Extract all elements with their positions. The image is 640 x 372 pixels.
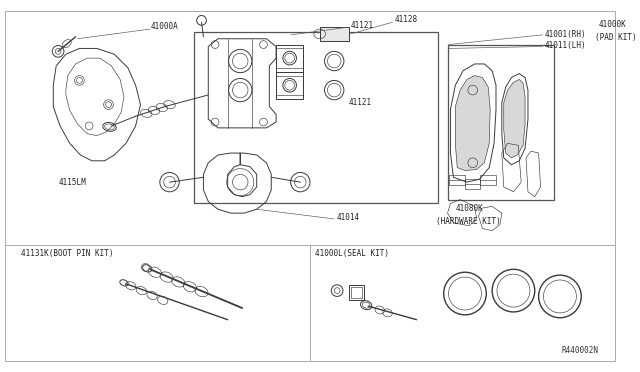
Text: (HARDWARE KIT): (HARDWARE KIT) bbox=[436, 217, 500, 226]
Text: 41011(LH): 41011(LH) bbox=[545, 41, 586, 50]
Bar bbox=[349, 285, 364, 300]
Text: 41080K: 41080K bbox=[455, 204, 483, 213]
Text: 4115LM: 4115LM bbox=[59, 178, 86, 187]
Text: R440002N: R440002N bbox=[562, 346, 599, 355]
Text: 41128: 41128 bbox=[394, 15, 417, 24]
Text: 41001(RH): 41001(RH) bbox=[545, 30, 586, 39]
Text: 41000K: 41000K bbox=[598, 20, 627, 29]
Text: 41131K(BOOT PIN KIT): 41131K(BOOT PIN KIT) bbox=[21, 249, 114, 258]
Text: 41000A: 41000A bbox=[150, 22, 178, 31]
Text: (PAD KIT): (PAD KIT) bbox=[595, 33, 636, 42]
Text: 41000L(SEAL KIT): 41000L(SEAL KIT) bbox=[315, 249, 389, 258]
Bar bbox=[320, 27, 349, 41]
Polygon shape bbox=[504, 80, 525, 158]
Bar bbox=[351, 287, 362, 298]
Bar bbox=[276, 48, 303, 68]
Bar bbox=[276, 76, 303, 95]
Bar bbox=[449, 175, 465, 185]
Bar bbox=[465, 179, 481, 189]
Bar bbox=[276, 45, 303, 72]
Bar bbox=[481, 175, 496, 185]
Bar bbox=[447, 45, 554, 199]
Text: 41121: 41121 bbox=[349, 97, 372, 106]
Text: 41121: 41121 bbox=[351, 21, 374, 30]
Text: 41014: 41014 bbox=[336, 213, 359, 222]
Bar bbox=[194, 32, 438, 203]
Bar bbox=[276, 72, 303, 99]
Polygon shape bbox=[455, 76, 490, 170]
